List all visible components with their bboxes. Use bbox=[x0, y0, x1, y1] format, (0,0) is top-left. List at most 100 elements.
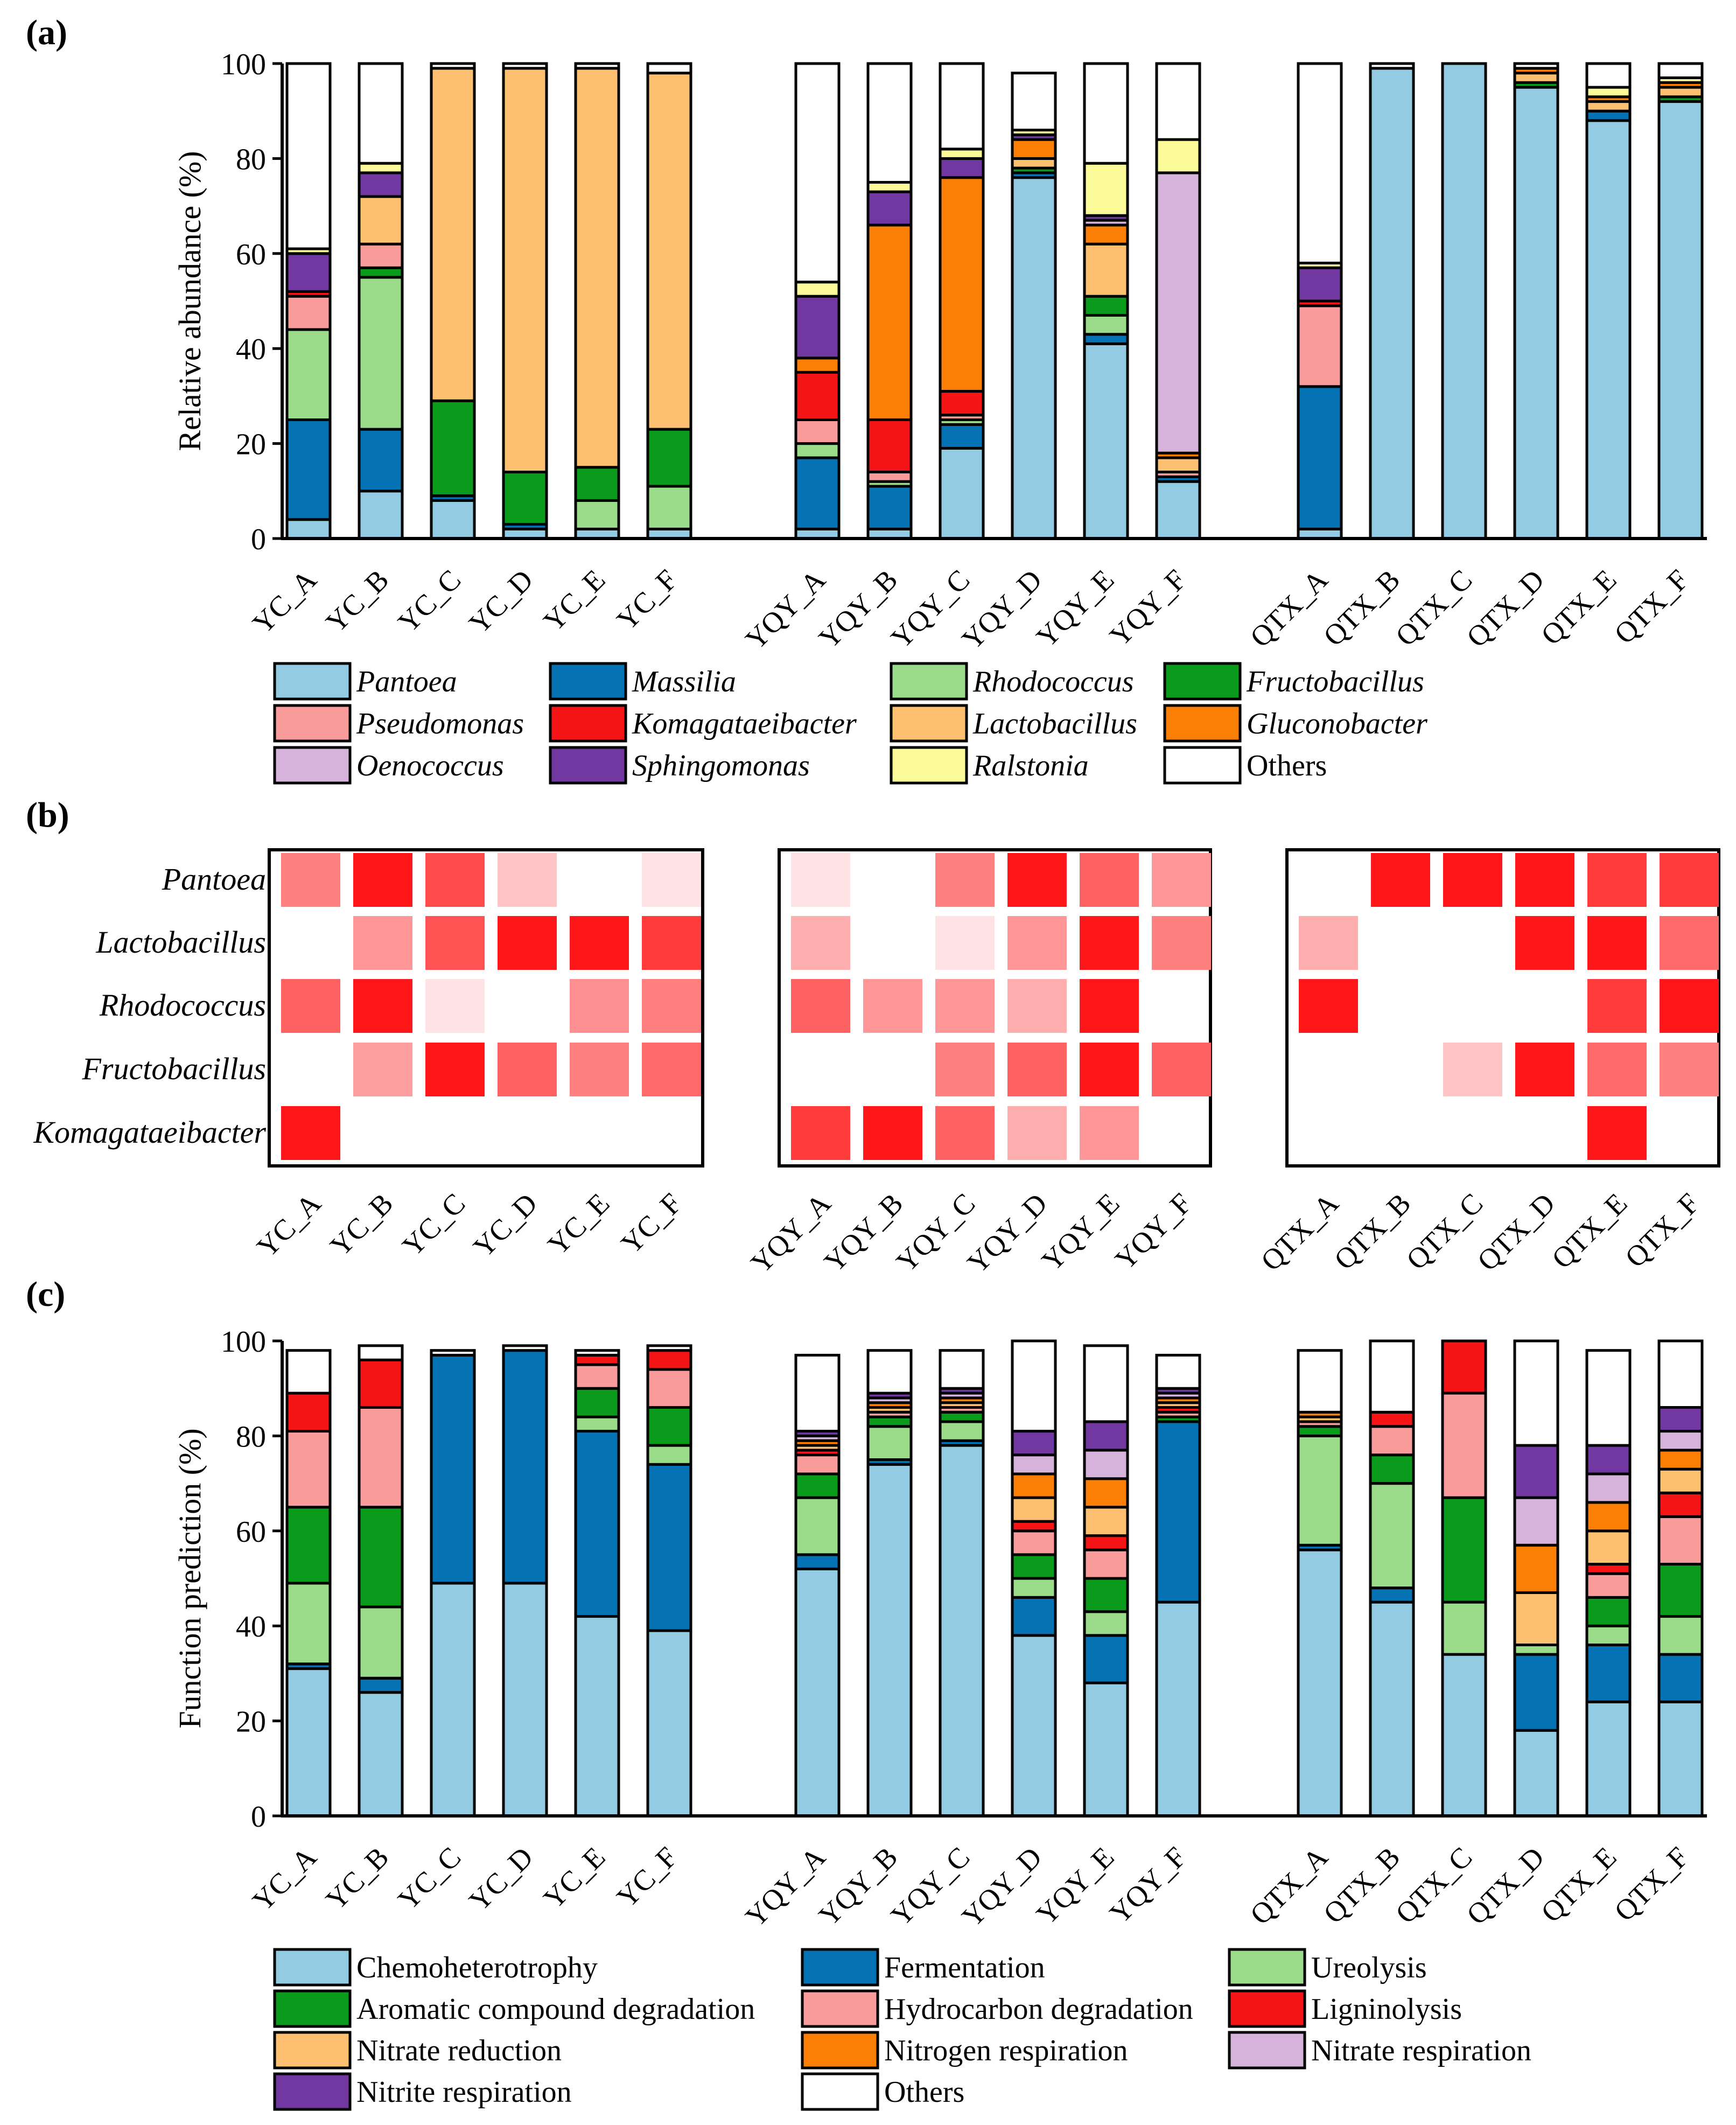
legend-swatch-rhodococcus bbox=[890, 662, 968, 701]
heatmap-cell-lactobacillus-qtx-e bbox=[1587, 916, 1647, 970]
legend-label-ureolysis: Ureolysis bbox=[1311, 1951, 1427, 1984]
bar-segment-pantoea-qtx-b bbox=[1369, 67, 1415, 540]
bar-segment-others-qtx-b bbox=[1369, 1339, 1415, 1414]
bar-segment-nitrate-respiration-qtx-e bbox=[1585, 1472, 1632, 1504]
bar-segment-others-yqy-e bbox=[1083, 62, 1129, 165]
x-tick-label-qtx-b: QTX_B bbox=[1317, 563, 1406, 652]
heatmap-cell-fructobacillus-yqy-f bbox=[1152, 1043, 1211, 1096]
bar-segment-nitrate-reduction-qtx-d bbox=[1513, 1591, 1559, 1646]
legend-label-fructobacillus: Fructobacillus bbox=[1246, 665, 1424, 698]
bar-segment-aromatic-compound-degradation-yc-e bbox=[574, 1387, 620, 1418]
x-tick-label-yqy-c: YQY_C bbox=[885, 1841, 976, 1932]
legend-label-nitrogen-respiration: Nitrogen respiration bbox=[884, 2034, 1128, 2067]
heatmap-cell-fructobacillus-yc-e bbox=[570, 1043, 629, 1096]
bar-segment-hydrocarbon-degradation-qtx-e bbox=[1585, 1572, 1632, 1599]
bar-segment-ralstonia-qtx-e bbox=[1585, 86, 1632, 99]
bar-segment-others-yqy-c bbox=[939, 1349, 985, 1390]
bar-segment-rhodococcus-yc-a bbox=[285, 328, 332, 421]
x-tick-label-yc-f: YC_F bbox=[611, 563, 684, 637]
heatmap-cell-lactobacillus-yc-e bbox=[570, 916, 629, 970]
bar-segment-pantoea-yc-b bbox=[358, 490, 404, 540]
bar-segment-others-yqy-b bbox=[866, 62, 913, 184]
bar-segment-aromatic-compound-degradation-yqy-b bbox=[866, 1415, 913, 1428]
bar-segment-chemoheterotrophy-yqy-b bbox=[866, 1463, 913, 1818]
bar-segment-fructobacillus-yc-c bbox=[430, 399, 476, 498]
bar-segment-chemoheterotrophy-yc-f bbox=[646, 1629, 692, 1818]
heatmap-row-label-rhodococcus: Rhodococcus bbox=[99, 988, 266, 1023]
bar-segment-nitrite-respiration-yqy-e bbox=[1083, 1420, 1129, 1452]
bar-segment-others-qtx-f bbox=[1657, 1339, 1704, 1409]
bar-segment-nitrate-reduction-yqy-e bbox=[1083, 1506, 1129, 1537]
heatmap-cell-pantoea-yqy-e bbox=[1080, 853, 1139, 907]
legend-label-sphingomonas: Sphingomonas bbox=[632, 749, 810, 782]
x-tick-label-yqy-f: YQY_F bbox=[1103, 1841, 1192, 1930]
y-tick-label: 40 bbox=[236, 1610, 266, 1644]
bar-segment-fermentation-qtx-e bbox=[1585, 1643, 1632, 1703]
bar-segment-ureolysis-yqy-b bbox=[866, 1425, 913, 1462]
legend-label-massilia: Massilia bbox=[632, 665, 736, 698]
bar-segment-nitrogen-respiration-qtx-f bbox=[1657, 1449, 1704, 1471]
bar-segment-chemoheterotrophy-yc-c bbox=[430, 1582, 476, 1818]
bar-segment-hydrocarbon-degradation-yc-f bbox=[646, 1368, 692, 1409]
legend-swatch-ligninolysis bbox=[1228, 1989, 1306, 2028]
bar-segment-aromatic-compound-degradation-yc-f bbox=[646, 1406, 692, 1447]
bar-segment-ralstonia-yqy-a bbox=[794, 281, 841, 298]
bar-segment-others-yc-e bbox=[574, 62, 620, 70]
bar-segment-others-yqy-f bbox=[1155, 62, 1201, 141]
bar-segment-others-qtx-f bbox=[1657, 62, 1704, 79]
bar-segment-nitrite-respiration-qtx-d bbox=[1513, 1444, 1559, 1499]
heatmap-cell-rhodococcus-qtx-a bbox=[1299, 979, 1358, 1033]
bar-segment-ureolysis-yc-e bbox=[574, 1415, 620, 1433]
heatmap-cell-rhodococcus-yqy-c bbox=[935, 979, 995, 1033]
bar-segment-ureolysis-qtx-b bbox=[1369, 1482, 1415, 1590]
bar-segment-ureolysis-yc-f bbox=[646, 1444, 692, 1466]
legend-swatch-lactobacillus bbox=[890, 704, 968, 743]
bar-segment-chemoheterotrophy-yqy-a bbox=[794, 1567, 841, 1818]
heatmap-cell-fructobacillus-qtx-d bbox=[1515, 1043, 1574, 1096]
heatmap-cell-komagataeibacter-yqy-e bbox=[1080, 1106, 1139, 1160]
heatmap-col-label-qtx-e: QTX_E bbox=[1545, 1187, 1633, 1275]
bar-segment-others-yqy-d bbox=[1011, 1339, 1057, 1433]
heatmap-row-label-pantoea: Pantoea bbox=[162, 862, 266, 897]
legend-swatch-nitrite-respiration bbox=[273, 2072, 352, 2111]
y-tick-label: 100 bbox=[221, 1325, 266, 1359]
bar-segment-chemoheterotrophy-qtx-b bbox=[1369, 1600, 1415, 1818]
bar-segment-others-yc-a bbox=[285, 62, 332, 250]
heatmap-col-label-yc-f: YC_F bbox=[615, 1187, 688, 1260]
x-tick-label-yqy-c: YQY_C bbox=[885, 563, 976, 655]
bar-segment-nitrate-respiration-yqy-d bbox=[1011, 1453, 1057, 1476]
heatmap-cell-lactobacillus-yc-d bbox=[498, 916, 557, 970]
heatmap-cell-pantoea-yqy-c bbox=[935, 853, 995, 907]
bar-segment-nitrate-respiration-qtx-f bbox=[1657, 1430, 1704, 1452]
bar-segment-chemoheterotrophy-yqy-e bbox=[1083, 1681, 1129, 1818]
legend-label-nitrate-respiration: Nitrate respiration bbox=[1311, 2034, 1531, 2067]
heatmap-col-label-yc-c: YC_C bbox=[396, 1187, 471, 1262]
bar-segment-others-yqy-b bbox=[866, 1349, 913, 1395]
bar-segment-aromatic-compound-degradation-yc-a bbox=[285, 1506, 332, 1585]
heatmap-b: Pantoea Lactobacillus Rhodococcus Fructobac… bbox=[33, 848, 1720, 1280]
x-tick-label-qtx-a: QTX_A bbox=[1244, 1841, 1334, 1931]
bar-segment-ureolysis-yc-a bbox=[285, 1582, 332, 1666]
x-tick-label-yqy-d: YQY_D bbox=[956, 1841, 1048, 1933]
bar-segment-ligninolysis-qtx-c bbox=[1441, 1339, 1487, 1395]
bar-segment-fermentation-yc-d bbox=[502, 1349, 548, 1585]
heatmap-box-0 bbox=[268, 848, 704, 1168]
bar-segment-fermentation-yqy-f bbox=[1155, 1420, 1201, 1604]
heatmap-row-label-fructobacillus: Fructobacillus bbox=[81, 1051, 266, 1086]
bar-segment-rhodococcus-yc-b bbox=[358, 276, 404, 431]
heatmap-cell-lactobacillus-yc-c bbox=[425, 916, 485, 970]
heatmap-cell-pantoea-yc-b bbox=[353, 853, 412, 907]
bar-segment-nitrite-respiration-yqy-d bbox=[1011, 1430, 1057, 1457]
bar-segment-others-yc-a bbox=[285, 1349, 332, 1395]
bar-segment-lactobacillus-yc-c bbox=[430, 67, 476, 402]
bar-segment-aromatic-compound-degradation-qtx-a bbox=[1297, 1425, 1343, 1437]
bar-segment-komagataeibacter-yqy-a bbox=[794, 371, 841, 421]
heatmap-cell-lactobacillus-yqy-a bbox=[791, 916, 850, 970]
heatmap-cell-komagataeibacter-qtx-e bbox=[1587, 1106, 1647, 1160]
y-tick-label: 100 bbox=[221, 48, 266, 81]
legend-swatch-massilia bbox=[549, 662, 627, 701]
bar-segment-aromatic-compound-degradation-yc-b bbox=[358, 1506, 404, 1609]
bar-segment-others-yqy-a bbox=[794, 62, 841, 284]
bar-segment-others-qtx-e bbox=[1585, 1349, 1632, 1447]
